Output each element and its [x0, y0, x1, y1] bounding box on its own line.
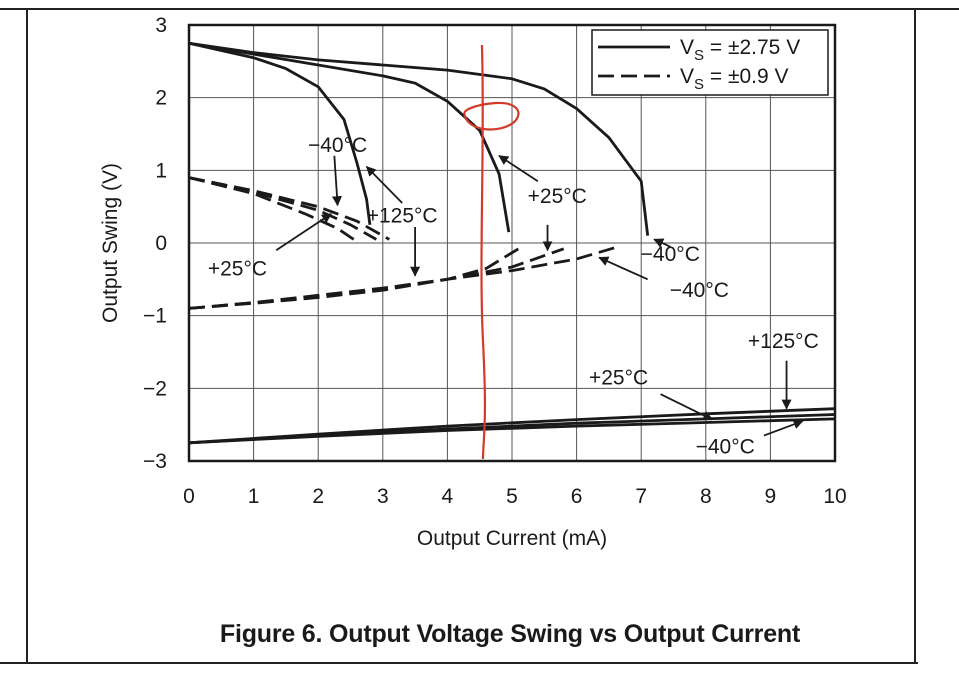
- plot-border: [187, 23, 837, 463]
- annotations: −40°C +125°C +25°C +25°C −40°C −40°C +125°C +25…: [208, 134, 819, 459]
- x-tick-label: 9: [765, 485, 777, 508]
- legend-label: VS = ±0.9 V: [680, 65, 789, 93]
- frame-bottom-border: [0, 662, 918, 664]
- frame-right-border: [914, 8, 916, 664]
- red-markup: [463, 44, 520, 460]
- x-tick-label: 10: [823, 485, 846, 508]
- annotation-label: −40°C: [670, 279, 729, 302]
- frame-left-border: [26, 8, 28, 664]
- x-tick-label: 1: [248, 485, 260, 508]
- annotation-label: +125°C: [748, 330, 819, 353]
- annotation-arrow: [498, 155, 539, 182]
- x-tick-label: 6: [571, 485, 583, 508]
- series-line: [188, 41, 650, 236]
- annotation-arrow: [763, 419, 804, 437]
- y-tick-label: 0: [155, 232, 167, 255]
- x-tick-label: 8: [700, 485, 712, 508]
- x-tick-label: 5: [506, 485, 518, 508]
- series-line: [188, 407, 836, 445]
- annotation-label: +25°C: [528, 185, 587, 208]
- annotation-arrow: [332, 155, 342, 207]
- annotation-arrow: [598, 256, 649, 281]
- series-line: [188, 41, 372, 225]
- annotation-label: −40°C: [308, 134, 367, 157]
- frame-top-border: [0, 8, 959, 10]
- annotation-arrow: [365, 165, 403, 204]
- legend-box: [591, 29, 829, 96]
- series-line: [188, 176, 390, 241]
- x-tick-label: 2: [312, 485, 324, 508]
- y-tick-label: 2: [155, 87, 167, 110]
- series-line: [188, 176, 355, 241]
- y-tick-label: −1: [143, 305, 167, 328]
- legend-label: VS = ±2.75 V: [680, 36, 800, 64]
- red-circle-mark: [463, 101, 520, 131]
- annotation-arrow: [660, 393, 714, 421]
- annotation-label: −40°C: [641, 243, 700, 266]
- annotation-label: +25°C: [208, 257, 267, 280]
- y-tick-label: −3: [143, 450, 167, 473]
- series-line: [188, 176, 377, 241]
- annotation-label: +125°C: [367, 204, 438, 227]
- figure-caption: Figure 6. Output Voltage Swing vs Output…: [219, 620, 801, 648]
- y-tick-label: 1: [155, 159, 167, 182]
- series-lines: [188, 41, 836, 445]
- x-tick-label: 7: [635, 485, 647, 508]
- y-tick-label: −2: [143, 377, 167, 400]
- annotation-arrow: [275, 213, 332, 252]
- x-axis-label: Output Current (mA): [417, 527, 607, 550]
- annotation-arrow: [653, 238, 671, 248]
- red-vertical-line: [480, 44, 487, 460]
- annotation-label: −40°C: [696, 435, 755, 458]
- x-tick-label: 3: [377, 485, 389, 508]
- x-tick-label: 0: [183, 485, 195, 508]
- y-tick-label: 3: [155, 14, 167, 37]
- annotation-label: +25°C: [589, 366, 648, 389]
- y-axis-label: Output Swing (V): [99, 163, 122, 323]
- series-line: [188, 41, 511, 233]
- legend: VS = ±2.75 VVS = ±0.9 V: [591, 29, 829, 96]
- series-line: [188, 247, 520, 310]
- x-tick-label: 4: [442, 485, 454, 508]
